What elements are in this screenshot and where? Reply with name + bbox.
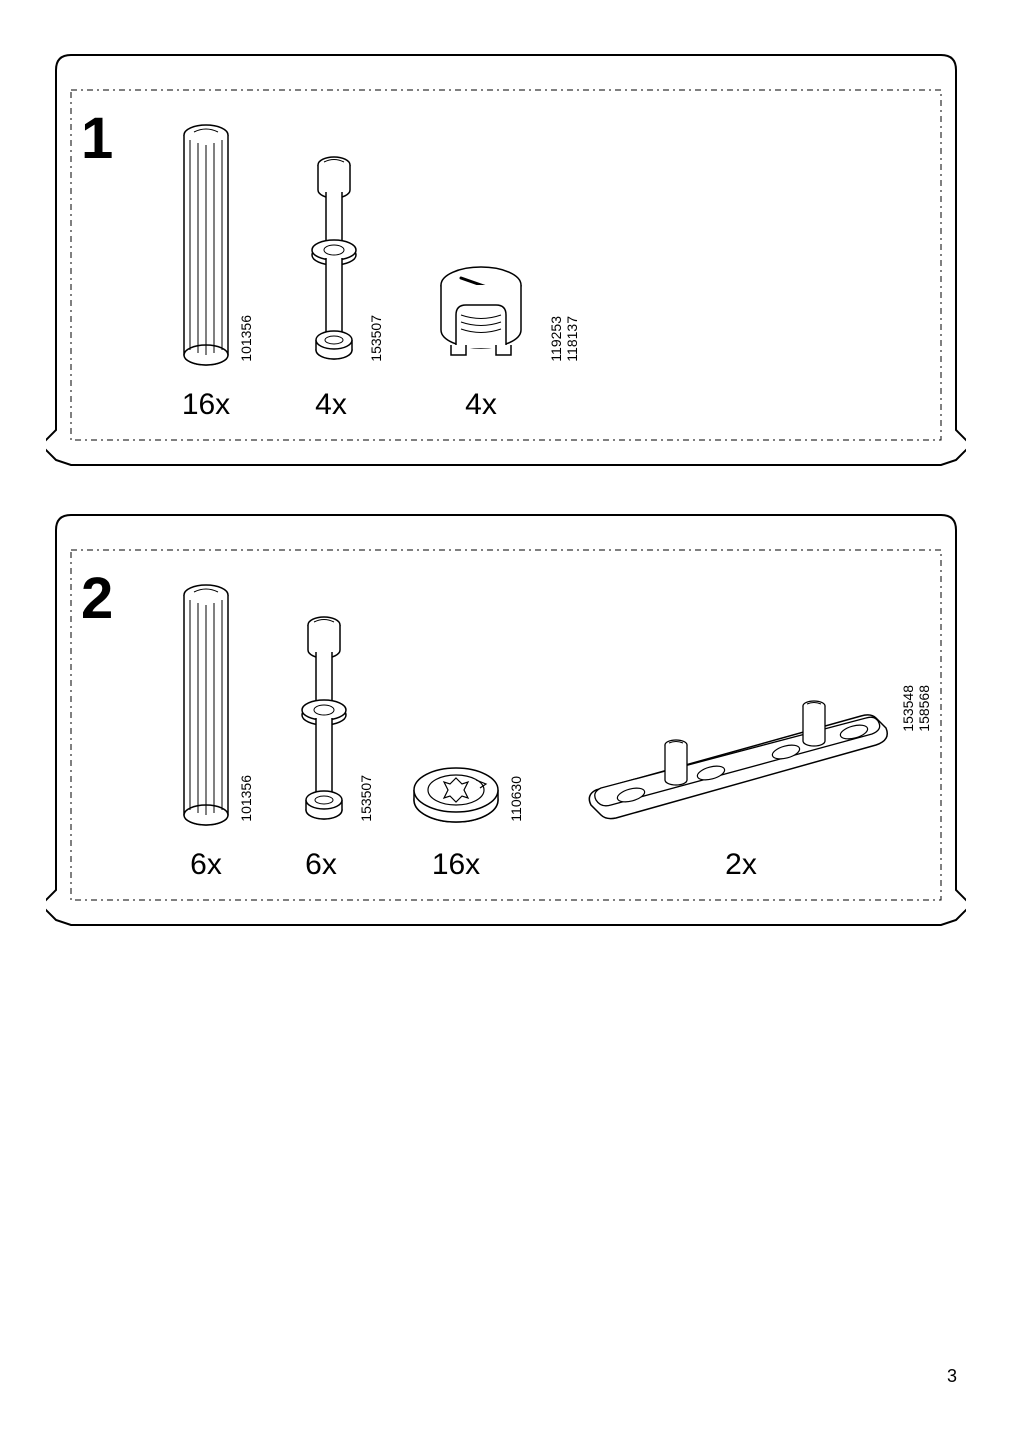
part-qty: 16x — [182, 388, 230, 422]
parts-row: 101356 6x — [176, 580, 926, 882]
caster-cup-icon — [426, 260, 536, 370]
part-bracket-plate: 153548 158568 2x — [556, 580, 926, 882]
part-number: 119253 — [548, 316, 564, 362]
part-qty: 4x — [315, 388, 347, 422]
part-qty: 6x — [305, 848, 337, 882]
part-cam-lock: 110630 16x — [406, 580, 506, 882]
part-bolt-foot: 153507 6x — [286, 580, 356, 882]
instruction-page: 1 — [0, 0, 1012, 1432]
part-number: 153548 — [900, 685, 916, 732]
dowel-icon — [176, 120, 236, 370]
part-dowel: 101356 6x — [176, 580, 236, 882]
part-number: 101356 — [238, 775, 254, 822]
part-number: 101356 — [238, 315, 254, 362]
part-caster-cup: 119253 118137 4x — [426, 120, 536, 422]
part-dowel: 101356 16x — [176, 120, 236, 422]
hardware-bag-2: 2 101356 — [46, 510, 966, 930]
part-qty: 16x — [432, 848, 480, 882]
part-bolt-foot: 153507 4x — [296, 120, 366, 422]
step-number: 2 — [81, 565, 113, 632]
part-number: 110630 — [508, 776, 524, 822]
part-number: 158568 — [916, 685, 932, 732]
part-number: 153507 — [358, 775, 374, 822]
page-number: 3 — [947, 1366, 957, 1387]
bolt-foot-icon — [286, 610, 356, 830]
dowel-icon — [176, 580, 236, 830]
part-number: 118137 — [564, 316, 580, 362]
part-qty: 6x — [190, 848, 222, 882]
part-qty: 4x — [465, 388, 497, 422]
bracket-plate-icon — [576, 670, 906, 830]
part-qty: 2x — [725, 848, 757, 882]
step-number: 1 — [81, 105, 113, 172]
part-number: 153507 — [368, 315, 384, 362]
bolt-foot-icon — [296, 150, 366, 370]
hardware-bag-1: 1 — [46, 50, 966, 470]
parts-row: 101356 16x — [176, 120, 926, 422]
cam-lock-icon — [406, 750, 506, 830]
